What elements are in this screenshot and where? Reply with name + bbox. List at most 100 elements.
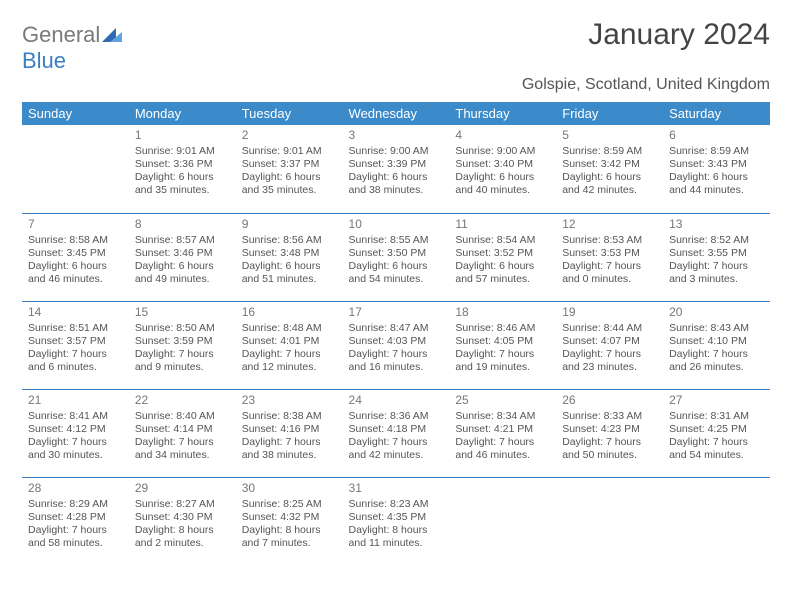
day-number: 15 [135,305,230,320]
sunrise-text: Sunrise: 8:46 AM [455,322,550,335]
calendar-week-row: 21Sunrise: 8:41 AMSunset: 4:12 PMDayligh… [22,389,770,477]
sunset-text: Sunset: 3:57 PM [28,335,123,348]
daylight-text: and 44 minutes. [669,184,764,197]
day-number: 26 [562,393,657,408]
calendar-day-cell: 29Sunrise: 8:27 AMSunset: 4:30 PMDayligh… [129,477,236,565]
calendar-week-row: 7Sunrise: 8:58 AMSunset: 3:45 PMDaylight… [22,213,770,301]
day-number: 27 [669,393,764,408]
sunrise-text: Sunrise: 8:58 AM [28,234,123,247]
day-header: Saturday [663,102,770,125]
calendar-day-cell: 22Sunrise: 8:40 AMSunset: 4:14 PMDayligh… [129,389,236,477]
sunset-text: Sunset: 3:37 PM [242,158,337,171]
day-number: 3 [349,128,444,143]
sunset-text: Sunset: 3:46 PM [135,247,230,260]
day-number: 31 [349,481,444,496]
daylight-text: Daylight: 7 hours [28,348,123,361]
calendar-day-cell: 13Sunrise: 8:52 AMSunset: 3:55 PMDayligh… [663,213,770,301]
calendar-day-cell: 6Sunrise: 8:59 AMSunset: 3:43 PMDaylight… [663,125,770,213]
day-number: 14 [28,305,123,320]
sunset-text: Sunset: 3:53 PM [562,247,657,260]
calendar-day-cell: 25Sunrise: 8:34 AMSunset: 4:21 PMDayligh… [449,389,556,477]
sunset-text: Sunset: 4:35 PM [349,511,444,524]
daylight-text: Daylight: 6 hours [135,260,230,273]
daylight-text: Daylight: 7 hours [455,436,550,449]
logo-mark-icon [102,22,122,47]
daylight-text: and 12 minutes. [242,361,337,374]
daylight-text: and 49 minutes. [135,273,230,286]
daylight-text: Daylight: 7 hours [242,436,337,449]
day-number: 5 [562,128,657,143]
sunset-text: Sunset: 4:30 PM [135,511,230,524]
calendar-day-cell: 16Sunrise: 8:48 AMSunset: 4:01 PMDayligh… [236,301,343,389]
calendar-table: Sunday Monday Tuesday Wednesday Thursday… [22,102,770,565]
daylight-text: Daylight: 7 hours [669,348,764,361]
daylight-text: and 54 minutes. [669,449,764,462]
calendar-day-cell [663,477,770,565]
daylight-text: and 30 minutes. [28,449,123,462]
calendar-day-cell [556,477,663,565]
calendar-day-cell: 2Sunrise: 9:01 AMSunset: 3:37 PMDaylight… [236,125,343,213]
day-header: Wednesday [343,102,450,125]
day-number: 23 [242,393,337,408]
sunrise-text: Sunrise: 8:43 AM [669,322,764,335]
daylight-text: Daylight: 8 hours [242,524,337,537]
daylight-text: and 0 minutes. [562,273,657,286]
sunrise-text: Sunrise: 8:59 AM [562,145,657,158]
daylight-text: and 40 minutes. [455,184,550,197]
logo-text-2: Blue [22,48,66,73]
daylight-text: and 46 minutes. [28,273,123,286]
daylight-text: Daylight: 7 hours [349,436,444,449]
day-number: 10 [349,217,444,232]
calendar-day-cell: 17Sunrise: 8:47 AMSunset: 4:03 PMDayligh… [343,301,450,389]
sunrise-text: Sunrise: 8:40 AM [135,410,230,423]
daylight-text: Daylight: 8 hours [135,524,230,537]
daylight-text: and 57 minutes. [455,273,550,286]
daylight-text: Daylight: 8 hours [349,524,444,537]
sunrise-text: Sunrise: 8:48 AM [242,322,337,335]
daylight-text: Daylight: 7 hours [135,436,230,449]
day-number: 16 [242,305,337,320]
sunset-text: Sunset: 4:12 PM [28,423,123,436]
daylight-text: Daylight: 7 hours [669,260,764,273]
calendar-week-row: 1Sunrise: 9:01 AMSunset: 3:36 PMDaylight… [22,125,770,213]
sunrise-text: Sunrise: 8:47 AM [349,322,444,335]
sunset-text: Sunset: 4:21 PM [455,423,550,436]
calendar-day-cell: 9Sunrise: 8:56 AMSunset: 3:48 PMDaylight… [236,213,343,301]
daylight-text: Daylight: 7 hours [562,260,657,273]
daylight-text: and 54 minutes. [349,273,444,286]
sunset-text: Sunset: 3:50 PM [349,247,444,260]
sunset-text: Sunset: 3:39 PM [349,158,444,171]
sunrise-text: Sunrise: 8:41 AM [28,410,123,423]
day-number: 1 [135,128,230,143]
daylight-text: Daylight: 6 hours [242,260,337,273]
daylight-text: and 42 minutes. [562,184,657,197]
calendar-day-cell: 31Sunrise: 8:23 AMSunset: 4:35 PMDayligh… [343,477,450,565]
day-header: Friday [556,102,663,125]
daylight-text: Daylight: 6 hours [455,260,550,273]
day-number: 18 [455,305,550,320]
calendar-day-cell: 30Sunrise: 8:25 AMSunset: 4:32 PMDayligh… [236,477,343,565]
sunset-text: Sunset: 4:23 PM [562,423,657,436]
day-header: Sunday [22,102,129,125]
sunset-text: Sunset: 3:40 PM [455,158,550,171]
day-number: 8 [135,217,230,232]
daylight-text: Daylight: 7 hours [669,436,764,449]
sunrise-text: Sunrise: 8:55 AM [349,234,444,247]
daylight-text: and 7 minutes. [242,537,337,550]
sunset-text: Sunset: 4:16 PM [242,423,337,436]
daylight-text: and 51 minutes. [242,273,337,286]
daylight-text: Daylight: 6 hours [562,171,657,184]
daylight-text: and 58 minutes. [28,537,123,550]
calendar-day-cell [22,125,129,213]
day-number: 17 [349,305,444,320]
day-number: 20 [669,305,764,320]
calendar-day-cell: 27Sunrise: 8:31 AMSunset: 4:25 PMDayligh… [663,389,770,477]
logo-text-1: General [22,22,100,47]
calendar-day-cell: 21Sunrise: 8:41 AMSunset: 4:12 PMDayligh… [22,389,129,477]
day-header: Thursday [449,102,556,125]
daylight-text: Daylight: 7 hours [28,524,123,537]
daylight-text: and 46 minutes. [455,449,550,462]
sunset-text: Sunset: 3:48 PM [242,247,337,260]
daylight-text: and 35 minutes. [135,184,230,197]
sunset-text: Sunset: 4:18 PM [349,423,444,436]
